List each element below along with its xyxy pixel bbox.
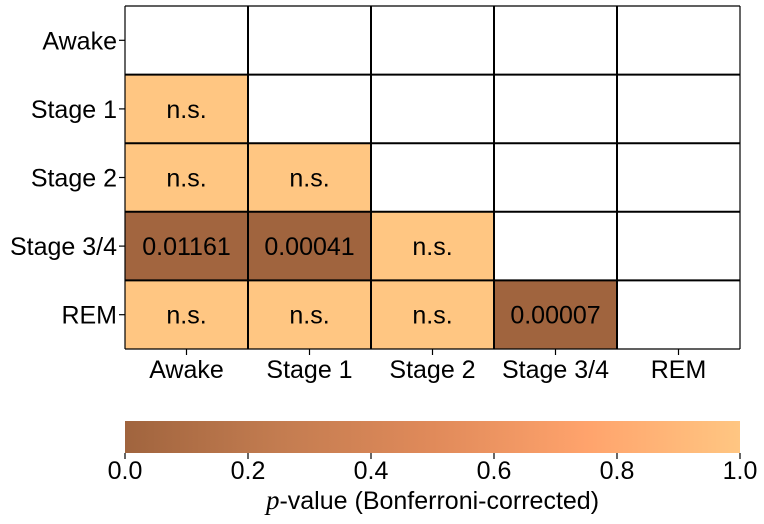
- cell-label-stage-3-4-awake: 0.01161: [142, 233, 231, 261]
- x-tick-label-stage-1: Stage 1: [266, 356, 352, 384]
- heatmap-cell-stage-1-awake: [125, 74, 248, 144]
- y-tick-label-stage-1: Stage 1: [31, 96, 117, 124]
- cell-label-stage-2-awake: n.s.: [166, 165, 206, 193]
- cell-label-stage-2-stage-1: n.s.: [289, 165, 329, 193]
- colorbar-tick-label: 0.2: [231, 457, 266, 485]
- cell-label-rem-stage-1: n.s.: [289, 302, 329, 330]
- heatmap-cell-rem-awake: [125, 280, 248, 349]
- cell-label-rem-stage-3-4: 0.00007: [510, 302, 600, 330]
- colorbar-label: p-value (Bonferroni-corrected): [264, 485, 599, 515]
- cell-label-stage-3-4-stage-1: 0.00041: [264, 233, 354, 261]
- y-axis-ticks: Awake Stage 1 Stage 2 Stage 3/4 REM: [10, 27, 125, 330]
- colorbar-tick-label: 0.8: [600, 457, 635, 485]
- colorbar-label-rest: -value (Bonferroni-corrected): [279, 487, 599, 515]
- colorbar-tick-label: 0.4: [354, 457, 389, 485]
- heatmap-grid: [124, 5, 741, 350]
- cell-label-stage-1-awake: n.s.: [166, 96, 206, 124]
- y-tick-label-awake: Awake: [42, 27, 117, 55]
- y-tick-label-stage-2: Stage 2: [31, 165, 117, 193]
- colorbar: [125, 421, 740, 453]
- heatmap-cell-stage-3-4-stage-1: [248, 211, 371, 281]
- y-tick-label-rem: REM: [61, 302, 117, 330]
- colorbar-tick-label: 1.0: [723, 457, 758, 485]
- cell-label-stage-3-4-stage-2: n.s.: [412, 233, 452, 261]
- heatmap-cell-stage-3-4-awake: [125, 211, 248, 281]
- heatmap-cell-stage-3-4-stage-2: [371, 211, 494, 281]
- heatmap-cell-rem-stage-1: [248, 280, 371, 349]
- x-tick-label-rem: REM: [651, 356, 707, 384]
- heatmap-cell-rem-stage-2: [371, 280, 494, 349]
- colorbar-ticks: 0.0 0.2 0.4 0.6 0.8 1.0: [108, 453, 758, 485]
- x-tick-label-awake: Awake: [149, 356, 224, 384]
- colorbar-label-italic: p: [264, 485, 280, 515]
- x-tick-label-stage-2: Stage 2: [389, 356, 475, 384]
- colorbar-tick-label: 0.6: [477, 457, 512, 485]
- x-tick-label-stage-3-4: Stage 3/4: [502, 356, 609, 384]
- heatmap-cells: n.s. n.s. n.s. 0.01161 0.00041 n.s. n.s. n.s. n.…: [125, 74, 617, 349]
- x-axis-ticks: Awake Stage 1 Stage 2 Stage 3/4 REM: [149, 349, 706, 384]
- heatmap-cell-rem-stage-3-4: [494, 280, 617, 349]
- colorbar-tick-label: 0.0: [108, 457, 143, 485]
- cell-label-rem-awake: n.s.: [166, 302, 206, 330]
- y-tick-label-stage-3-4: Stage 3/4: [10, 233, 117, 261]
- heatmap-cell-stage-2-stage-1: [248, 143, 371, 212]
- cell-label-rem-stage-2: n.s.: [412, 302, 452, 330]
- heatmap-cell-stage-2-awake: [125, 143, 248, 212]
